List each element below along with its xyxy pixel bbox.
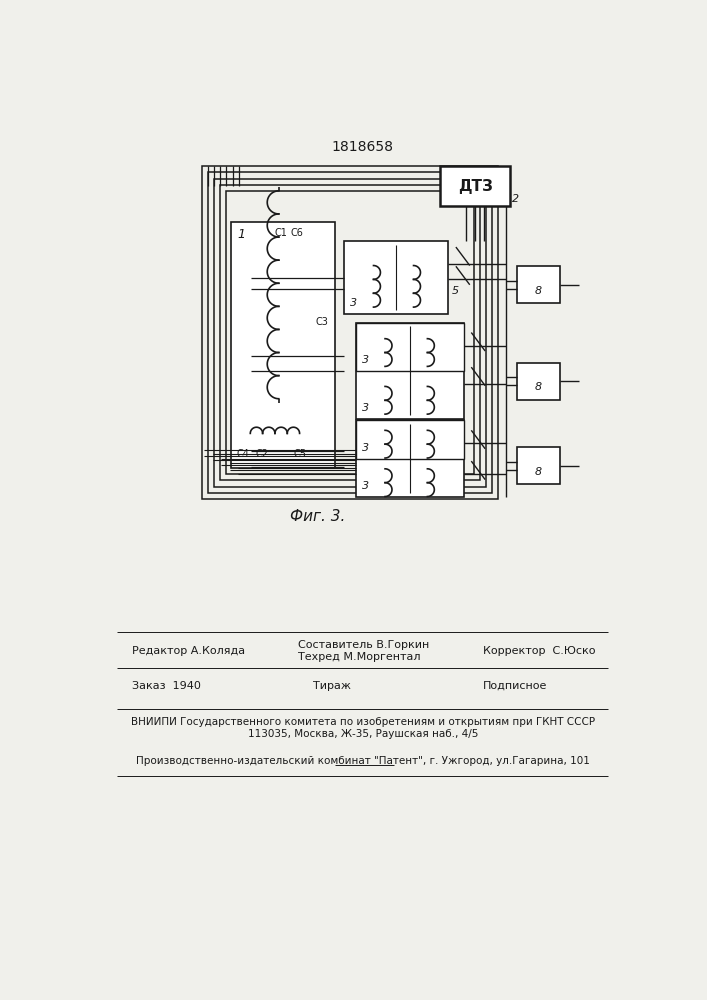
Text: C1: C1 <box>274 228 288 238</box>
Text: 3: 3 <box>362 443 369 453</box>
Text: 1818658: 1818658 <box>332 140 394 154</box>
Text: 2: 2 <box>512 194 519 204</box>
Text: ВНИИПИ Государственного комитета по изобретениям и открытиям при ГКНТ СССР: ВНИИПИ Государственного комитета по изоб… <box>131 717 595 727</box>
Bar <box>440 166 510 206</box>
Bar <box>344 241 448 314</box>
Text: 3: 3 <box>351 298 358 308</box>
Bar <box>356 323 464 419</box>
Text: 8: 8 <box>534 382 542 392</box>
Text: C6: C6 <box>290 228 303 238</box>
Text: 8: 8 <box>534 286 542 296</box>
Text: Заказ  1940: Заказ 1940 <box>132 681 201 691</box>
Bar <box>518 363 560 400</box>
Bar <box>356 420 464 459</box>
Text: Подписное: Подписное <box>483 681 547 691</box>
Text: 5: 5 <box>452 286 459 296</box>
Text: Редактор А.Коляда: Редактор А.Коляда <box>132 646 245 656</box>
Text: Корректор  С.Юско: Корректор С.Юско <box>483 646 595 656</box>
Text: 8: 8 <box>534 467 542 477</box>
Bar <box>356 323 464 371</box>
Text: 113035, Москва, Ж-35, Раушская наб., 4/5: 113035, Москва, Ж-35, Раушская наб., 4/5 <box>247 729 478 739</box>
Text: ДТЗ: ДТЗ <box>457 179 493 194</box>
Bar <box>226 191 474 474</box>
Text: Производственно-издательский комбинат "Патент", г. Ужгород, ул.Гагарина, 101: Производственно-издательский комбинат "П… <box>136 756 590 766</box>
Text: Составитель В.Горкин: Составитель В.Горкин <box>298 640 429 650</box>
Text: Тираж: Тираж <box>313 681 351 691</box>
Text: C2: C2 <box>255 449 269 459</box>
Text: 3: 3 <box>362 481 369 491</box>
Text: Фиг. 3.: Фиг. 3. <box>290 509 345 524</box>
Text: 1: 1 <box>238 228 245 241</box>
Text: 3: 3 <box>362 403 369 413</box>
Text: C5: C5 <box>294 449 307 459</box>
Bar <box>518 266 560 303</box>
Bar <box>214 179 486 487</box>
Bar <box>356 420 464 497</box>
Text: C4: C4 <box>236 449 249 459</box>
Text: C3: C3 <box>316 317 329 327</box>
Bar <box>221 185 480 480</box>
Bar <box>518 447 560 484</box>
Bar <box>208 172 492 493</box>
Bar <box>201 166 498 499</box>
Bar <box>231 222 335 468</box>
Text: 3: 3 <box>362 355 369 365</box>
Text: Техред М.Моргентал: Техред М.Моргентал <box>298 652 421 662</box>
